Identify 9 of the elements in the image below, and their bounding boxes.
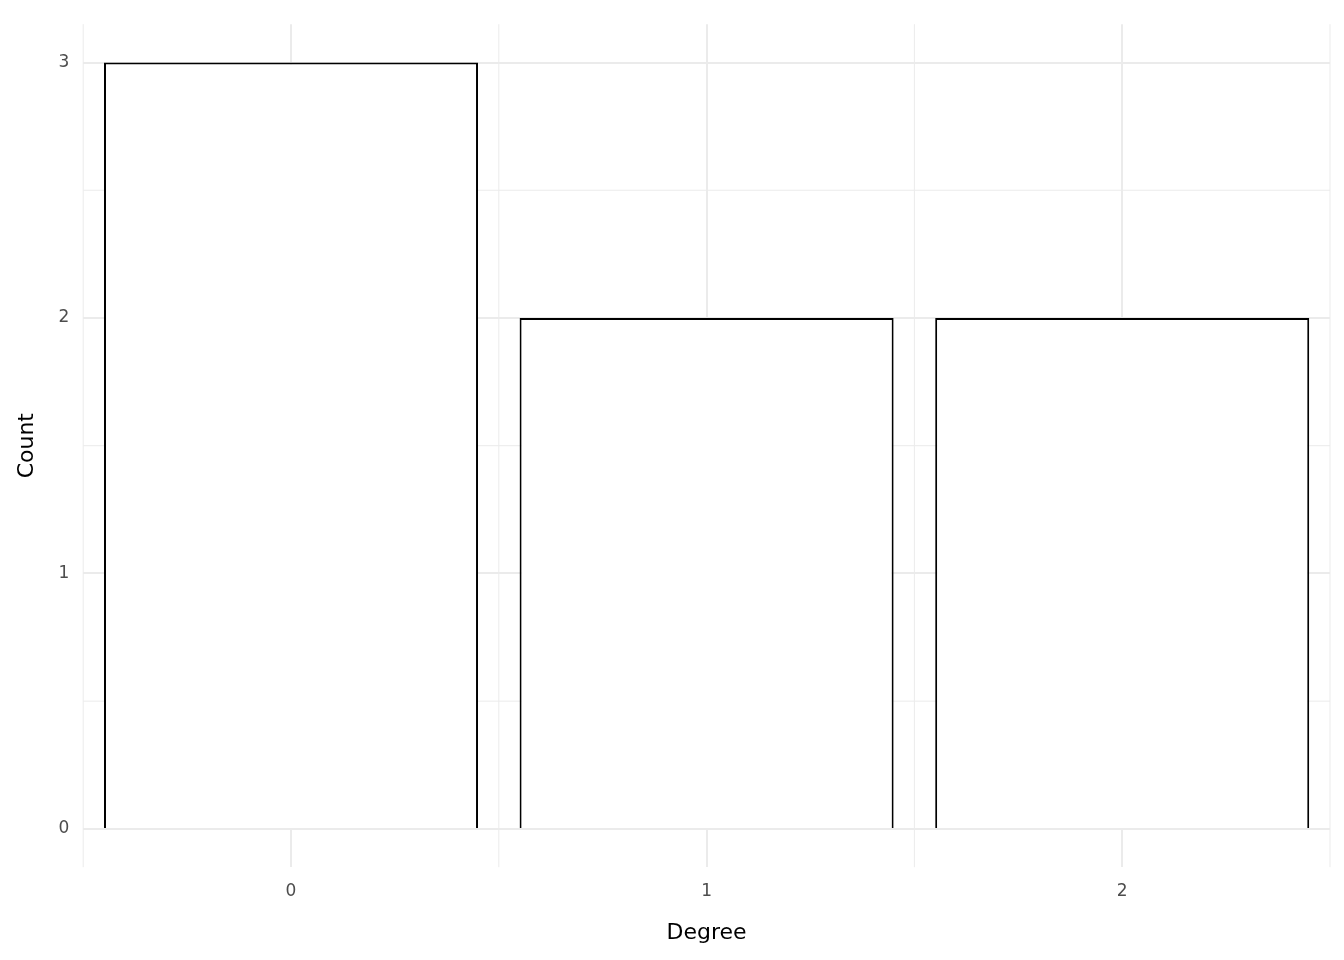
- x-tick-label: 2: [1116, 879, 1128, 900]
- x-tick-label: 0: [285, 879, 297, 900]
- y-tick-label: 1: [58, 561, 70, 582]
- y-tick-label: 3: [58, 50, 70, 71]
- y-axis-title: Count: [12, 412, 38, 479]
- y-tick-label: 2: [58, 306, 70, 327]
- y-tick-label: 0: [58, 817, 70, 838]
- x-tick-label: 1: [701, 879, 713, 900]
- x-axis-title: Degree: [666, 918, 747, 944]
